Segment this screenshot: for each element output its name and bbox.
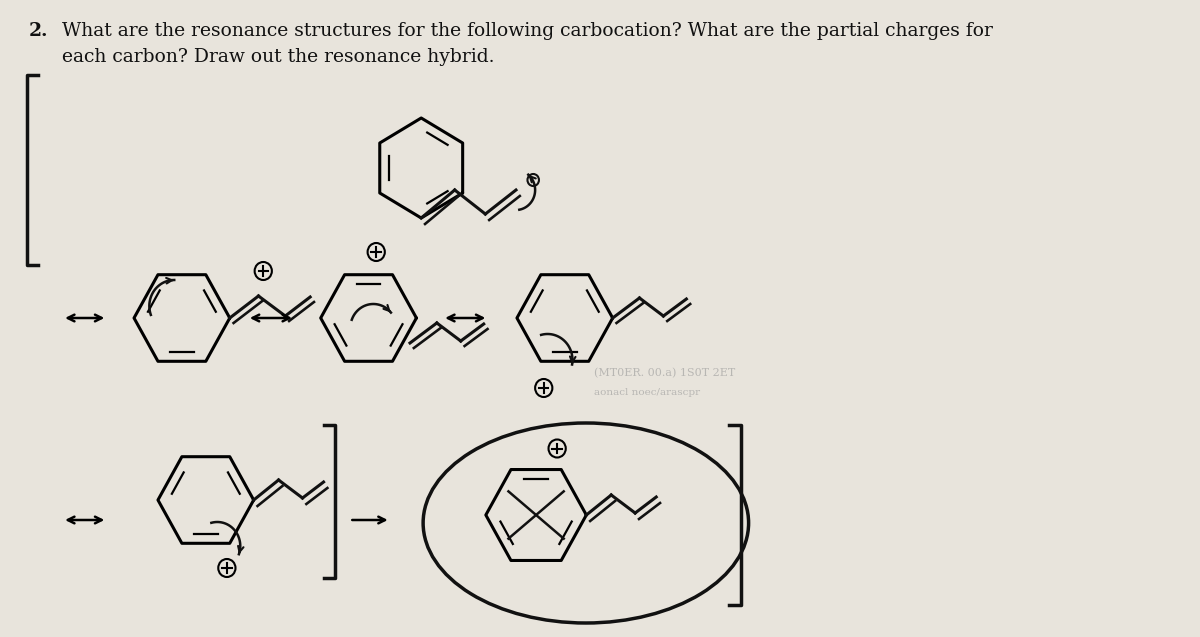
Text: each carbon? Draw out the resonance hybrid.: each carbon? Draw out the resonance hybr… [62,48,494,66]
Text: What are the resonance structures for the following carbocation? What are the pa: What are the resonance structures for th… [62,22,994,40]
Text: (MT0ER. 00.a) 1S0T 2ET: (MT0ER. 00.a) 1S0T 2ET [594,368,734,378]
Text: aonacl noeс/аrаsсрr: aonacl noeс/аrаsсрr [594,388,700,397]
Text: 2.: 2. [29,22,48,40]
